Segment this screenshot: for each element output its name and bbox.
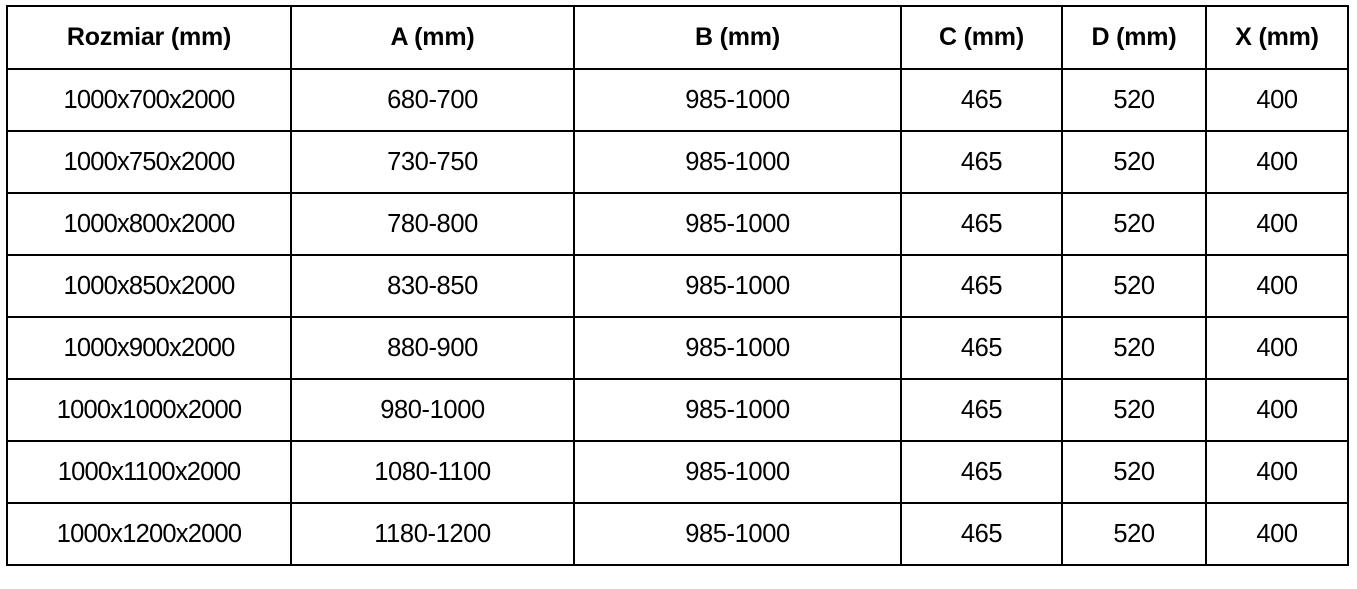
column-header-d: D (mm) [1061, 5, 1207, 70]
cell-c: 465 [900, 378, 1063, 442]
cell-b: 985-1000 [573, 130, 902, 194]
cell-d: 520 [1061, 378, 1207, 442]
column-header-x: X (mm) [1205, 5, 1349, 70]
cell-size: 1000x900x2000 [6, 316, 292, 380]
table-row: 1000x1200x2000 1180-1200 985-1000 465 520 400 [6, 502, 1349, 566]
cell-d: 520 [1061, 192, 1207, 256]
cell-d: 520 [1061, 254, 1207, 318]
column-header-b: B (mm) [573, 5, 902, 70]
cell-size: 1000x800x2000 [6, 192, 292, 256]
cell-x: 400 [1205, 68, 1349, 132]
cell-x: 400 [1205, 254, 1349, 318]
cell-a: 730-750 [290, 130, 575, 194]
cell-a: 880-900 [290, 316, 575, 380]
cell-c: 465 [900, 130, 1063, 194]
cell-b: 985-1000 [573, 254, 902, 318]
table-header: Rozmiar (mm) A (mm) B (mm) C (mm) D (mm) X (m… [6, 5, 1349, 70]
cell-d: 520 [1061, 502, 1207, 566]
cell-d: 520 [1061, 68, 1207, 132]
cell-x: 400 [1205, 502, 1349, 566]
table-row: 1000x1000x2000 980-1000 985-1000 465 520 400 [6, 378, 1349, 442]
cell-b: 985-1000 [573, 502, 902, 566]
table-row: 1000x900x2000 880-900 985-1000 465 520 400 [6, 316, 1349, 380]
cell-x: 400 [1205, 440, 1349, 504]
column-header-c: C (mm) [900, 5, 1063, 70]
cell-size: 1000x1100x2000 [6, 440, 292, 504]
cell-a: 1080-1100 [290, 440, 575, 504]
cell-d: 520 [1061, 130, 1207, 194]
cell-b: 985-1000 [573, 192, 902, 256]
specification-table: Rozmiar (mm) A (mm) B (mm) C (mm) D (mm) X (m… [6, 5, 1349, 566]
cell-x: 400 [1205, 192, 1349, 256]
cell-c: 465 [900, 440, 1063, 504]
table-row: 1000x800x2000 780-800 985-1000 465 520 400 [6, 192, 1349, 256]
cell-x: 400 [1205, 130, 1349, 194]
cell-c: 465 [900, 68, 1063, 132]
cell-d: 520 [1061, 316, 1207, 380]
cell-d: 520 [1061, 440, 1207, 504]
table-row: 1000x700x2000 680-700 985-1000 465 520 400 [6, 68, 1349, 132]
cell-size: 1000x750x2000 [6, 130, 292, 194]
cell-b: 985-1000 [573, 440, 902, 504]
column-header-a: A (mm) [290, 5, 575, 70]
cell-size: 1000x1000x2000 [6, 378, 292, 442]
cell-c: 465 [900, 316, 1063, 380]
cell-b: 985-1000 [573, 316, 902, 380]
cell-a: 1180-1200 [290, 502, 575, 566]
cell-b: 985-1000 [573, 378, 902, 442]
table-body: 1000x700x2000 680-700 985-1000 465 520 400 100… [6, 68, 1349, 566]
cell-a: 780-800 [290, 192, 575, 256]
cell-size: 1000x1200x2000 [6, 502, 292, 566]
cell-a: 680-700 [290, 68, 575, 132]
table-row: 1000x850x2000 830-850 985-1000 465 520 400 [6, 254, 1349, 318]
cell-c: 465 [900, 192, 1063, 256]
cell-a: 980-1000 [290, 378, 575, 442]
cell-b: 985-1000 [573, 68, 902, 132]
cell-size: 1000x700x2000 [6, 68, 292, 132]
cell-c: 465 [900, 502, 1063, 566]
table-row: 1000x1100x2000 1080-1100 985-1000 465 520 400 [6, 440, 1349, 504]
table-header-row: Rozmiar (mm) A (mm) B (mm) C (mm) D (mm) X (m… [6, 5, 1349, 70]
cell-x: 400 [1205, 378, 1349, 442]
cell-size: 1000x850x2000 [6, 254, 292, 318]
table-row: 1000x750x2000 730-750 985-1000 465 520 400 [6, 130, 1349, 194]
cell-a: 830-850 [290, 254, 575, 318]
cell-x: 400 [1205, 316, 1349, 380]
column-header-size: Rozmiar (mm) [6, 5, 292, 70]
cell-c: 465 [900, 254, 1063, 318]
